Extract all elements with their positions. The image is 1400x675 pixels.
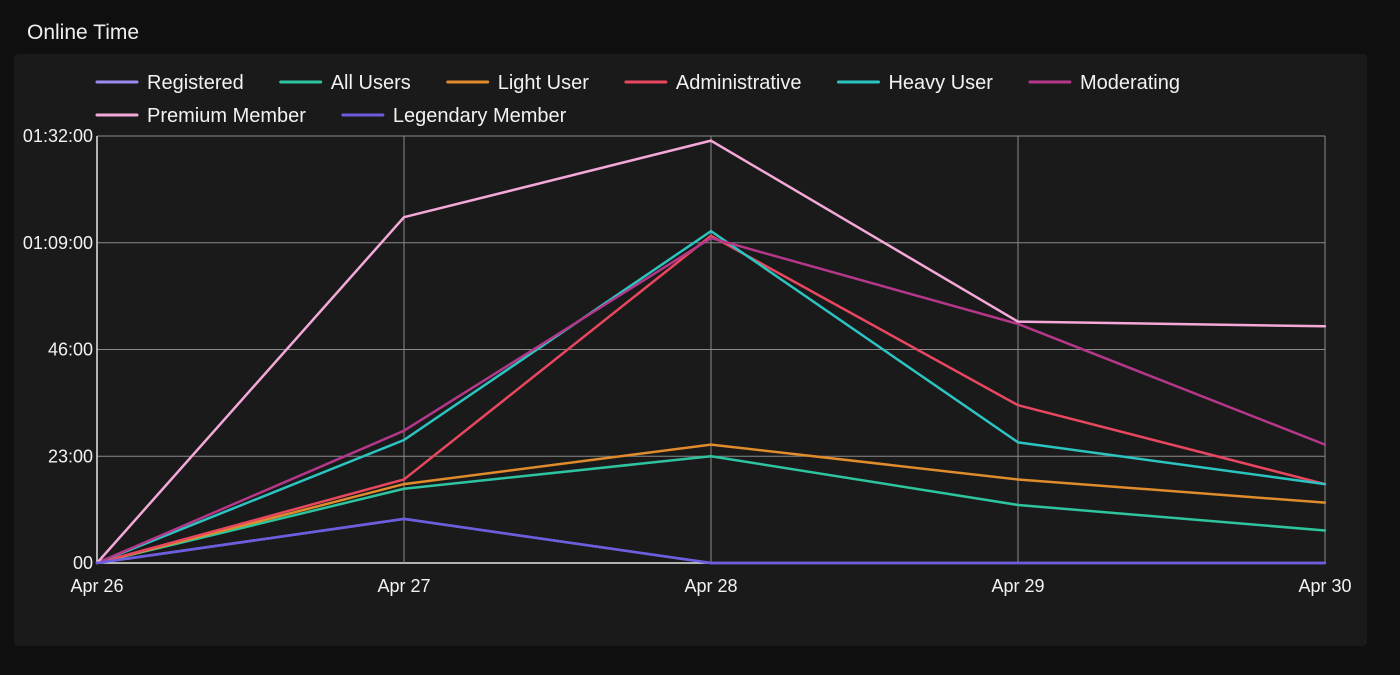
- x-tick-label: Apr 29: [991, 576, 1044, 596]
- legend-item[interactable]: Legendary Member: [341, 105, 567, 127]
- chart-series: [95, 139, 1327, 565]
- legend-item[interactable]: All Users: [279, 72, 411, 94]
- data-point[interactable]: [709, 561, 713, 565]
- data-point[interactable]: [1016, 503, 1020, 507]
- series-heavy-user[interactable]: [95, 229, 1327, 565]
- data-point[interactable]: [1323, 325, 1327, 328]
- legend-label: Heavy User: [888, 72, 993, 94]
- data-point[interactable]: [709, 139, 713, 142]
- data-point[interactable]: [1016, 322, 1020, 326]
- data-point[interactable]: [1016, 441, 1020, 444]
- legend-item[interactable]: Heavy User: [836, 72, 993, 94]
- data-point[interactable]: [1323, 529, 1327, 532]
- data-point[interactable]: [1016, 320, 1020, 323]
- data-point[interactable]: [709, 234, 713, 237]
- legend-label: Moderating: [1080, 72, 1180, 94]
- y-tick-label: 23:00: [48, 446, 93, 466]
- panel-title: Online Time: [27, 21, 140, 44]
- data-point[interactable]: [709, 455, 713, 458]
- data-point[interactable]: [402, 517, 406, 521]
- x-tick-label: Apr 26: [70, 576, 123, 596]
- y-tick-label: 01:09:00: [23, 233, 93, 253]
- legend-item[interactable]: Light User: [446, 72, 589, 94]
- x-tick-label: Apr 30: [1298, 576, 1351, 596]
- x-tick-label: Apr 28: [684, 576, 737, 596]
- legend-item[interactable]: Registered: [95, 72, 244, 94]
- legend-label: All Users: [331, 72, 411, 94]
- data-point[interactable]: [1016, 403, 1020, 407]
- data-point[interactable]: [1016, 561, 1020, 565]
- data-point[interactable]: [402, 482, 406, 486]
- data-point[interactable]: [402, 216, 406, 219]
- data-point[interactable]: [1323, 561, 1327, 565]
- data-point[interactable]: [1323, 482, 1327, 486]
- legend-item[interactable]: Premium Member: [95, 105, 306, 127]
- data-point[interactable]: [402, 429, 406, 432]
- legend-label: Legendary Member: [393, 105, 567, 127]
- legend-item[interactable]: Administrative: [624, 72, 802, 94]
- data-point[interactable]: [1323, 501, 1327, 504]
- data-point[interactable]: [402, 438, 406, 442]
- data-point[interactable]: [709, 236, 713, 240]
- chart-legend: Registered All Users Light User Administrat…: [95, 72, 1180, 127]
- data-point[interactable]: [1016, 478, 1020, 481]
- data-point[interactable]: [402, 478, 406, 481]
- x-tick-label: Apr 27: [377, 576, 430, 596]
- legend-label: Registered: [147, 72, 244, 94]
- y-tick-label: 00: [73, 553, 93, 573]
- chart-axes: 00 23:00 46:00 01:09:00 01:32:00 Apr 26 Apr 27…: [23, 126, 1352, 596]
- y-tick-label: 46:00: [48, 340, 93, 360]
- legend-label: Premium Member: [147, 105, 306, 127]
- legend-label: Administrative: [676, 72, 802, 94]
- legend-label: Light User: [498, 72, 589, 94]
- y-tick-label: 01:32:00: [23, 126, 93, 146]
- data-point[interactable]: [95, 561, 99, 565]
- series-legendary-member[interactable]: [95, 517, 1327, 565]
- data-point[interactable]: [709, 443, 713, 446]
- data-point[interactable]: [402, 487, 406, 490]
- data-point[interactable]: [709, 229, 713, 233]
- data-point[interactable]: [1323, 443, 1327, 446]
- series-light-user[interactable]: [95, 443, 1327, 565]
- chart-grid: [96, 135, 1326, 564]
- legend-item[interactable]: Moderating: [1028, 72, 1180, 94]
